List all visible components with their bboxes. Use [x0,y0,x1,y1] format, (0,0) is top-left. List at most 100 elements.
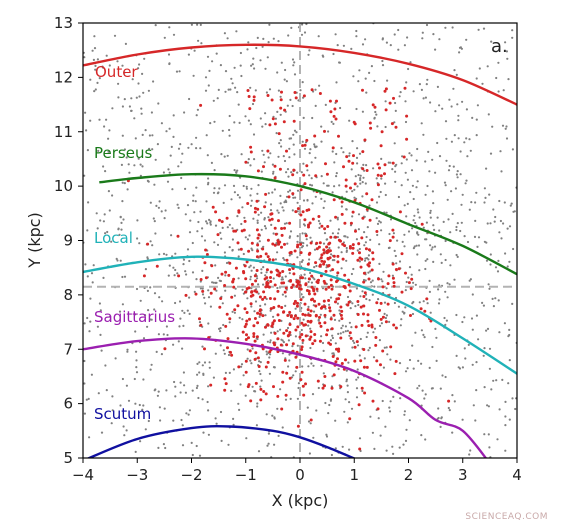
red-point [323,281,327,285]
gray-point [289,397,292,400]
gray-point [320,125,323,128]
gray-point [268,356,271,359]
gray-point [301,341,304,345]
gray-point [246,48,249,51]
gray-point [173,380,176,384]
gray-point [269,341,272,344]
gray-point [386,79,389,82]
red-point [285,343,289,347]
gray-point [351,140,354,143]
red-point [266,149,270,153]
gray-point [504,127,507,130]
gray-point [470,317,474,320]
gray-point [260,211,263,214]
gray-point [150,363,153,366]
gray-point [307,305,310,308]
gray-point [353,188,356,191]
gray-point [307,420,311,423]
gray-point [430,248,433,251]
gray-point [167,168,170,171]
gray-point [208,366,211,369]
red-point [394,268,398,271]
red-point [213,287,217,291]
red-point [266,360,270,364]
gray-point [188,312,191,315]
gray-point [417,233,420,236]
red-point [278,271,282,275]
gray-point [413,214,416,217]
red-point [247,95,251,98]
gray-point [469,149,472,152]
gray-point [223,251,226,254]
gray-point [348,334,351,337]
red-point [223,284,227,287]
gray-point [224,289,227,292]
gray-point [438,298,441,301]
gray-point [486,65,489,68]
red-point [261,314,265,318]
gray-point [264,303,267,306]
gray-point [247,119,250,122]
gray-point [483,240,486,243]
gray-point [267,192,270,195]
gray-point [292,133,295,136]
x-tick-label: 2 [404,466,414,484]
gray-point [134,450,137,453]
gray-point [398,95,401,98]
gray-point [99,219,102,222]
gray-point [494,297,497,300]
gray-point [485,329,488,332]
gray-point [229,88,232,91]
red-point [320,253,324,257]
gray-point [157,206,160,209]
gray-point [314,156,317,159]
gray-point [412,90,415,93]
gray-point [385,449,388,452]
gray-point [407,67,410,71]
red-point [155,264,159,268]
gray-point [461,320,464,324]
red-point [286,334,290,338]
gray-point [214,224,218,227]
gray-point [226,37,229,40]
gray-point [329,219,332,222]
gray-point [89,78,92,81]
red-point [307,277,311,281]
gray-point [246,348,249,351]
gray-point [235,30,238,33]
gray-point [133,377,136,381]
gray-point [428,366,431,369]
gray-point [249,359,252,362]
gray-point [110,422,113,425]
gray-point [188,97,191,101]
red-point [266,281,270,285]
gray-point [142,337,146,340]
gray-point [420,434,423,437]
red-point [351,243,355,247]
gray-point [312,310,316,313]
gray-point [468,208,471,211]
gray-point [504,400,507,403]
red-point [376,407,380,411]
gray-point [100,349,103,352]
gray-point [510,202,513,205]
gray-point [207,433,210,436]
gray-point [330,453,333,457]
gray-point [240,153,243,156]
red-point [209,383,213,387]
gray-point [475,191,478,194]
gray-point [300,171,303,174]
gray-point [141,72,144,75]
gray-point [327,412,330,415]
gray-point [157,333,160,336]
gray-point [422,300,425,303]
gray-point [220,439,223,442]
red-point [349,221,353,225]
red-point [243,307,247,311]
gray-point [503,322,506,325]
red-point [228,261,232,265]
gray-point [405,158,408,161]
gray-point [342,151,345,154]
gray-point [306,406,309,409]
gray-point [348,152,351,155]
